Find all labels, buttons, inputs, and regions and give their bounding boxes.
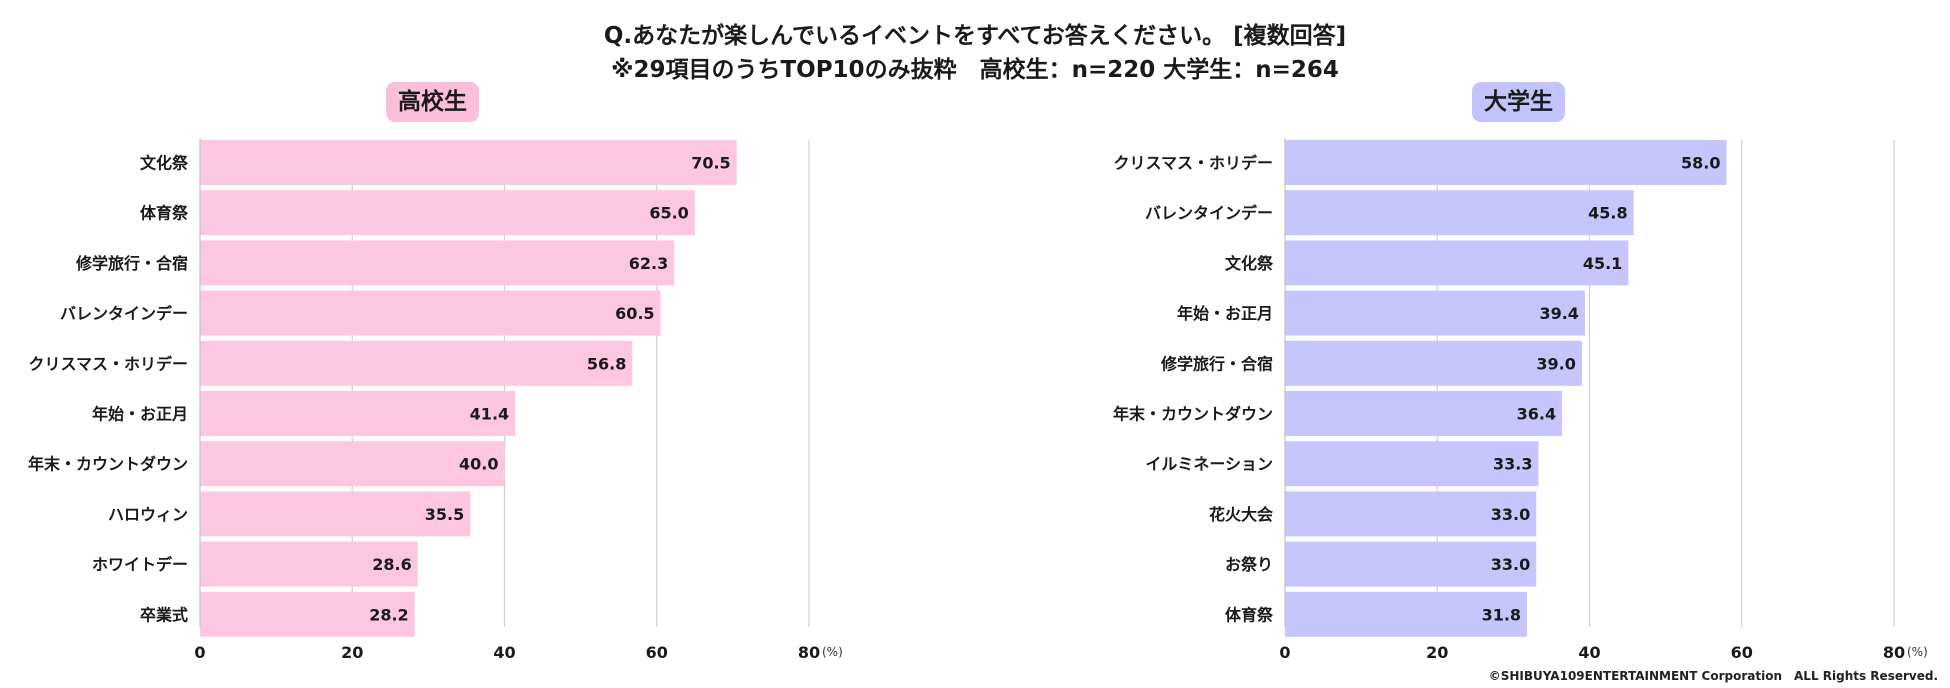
hs-data-label: 60.5	[615, 304, 654, 323]
univ-category-label: 体育祭	[1225, 605, 1274, 624]
univ-bar	[1285, 290, 1585, 336]
univ-category-label: 文化祭	[1225, 254, 1274, 273]
hs-bar	[200, 591, 415, 637]
hs-data-label: 28.2	[369, 605, 408, 624]
hs-data-label: 41.4	[470, 405, 509, 424]
univ-unit-label: (%)	[1907, 645, 1928, 659]
univ-category-label: 年末・カウントダウン	[1113, 405, 1273, 424]
hs-category-label: ハロウィン	[108, 505, 188, 524]
univ-bar	[1285, 391, 1563, 436]
panel-title-high-school: 高校生	[386, 82, 479, 122]
hs-data-label: 40.0	[459, 455, 498, 474]
univ-category-label: お祭り	[1225, 555, 1273, 574]
univ-tick-label: 80	[1883, 643, 1905, 662]
univ-tick-label: 60	[1731, 643, 1753, 662]
hs-bar	[200, 391, 516, 436]
univ-bar	[1285, 541, 1537, 587]
univ-data-label: 31.8	[1482, 605, 1521, 624]
panel-title-university: 大学生	[1472, 82, 1565, 122]
hs-category-label: 文化祭	[140, 154, 189, 173]
chart-title: Q.あなたが楽しんでいるイベントをすべてお答えください。 [複数回答]	[603, 23, 1347, 49]
univ-bar	[1285, 441, 1539, 487]
hs-bar	[200, 491, 471, 537]
univ-bar	[1285, 340, 1582, 386]
hs-category-label: 修学旅行・合宿	[75, 254, 188, 273]
hs-tick-label: 0	[194, 643, 205, 662]
univ-data-label: 33.0	[1491, 505, 1530, 524]
univ-data-label: 33.3	[1493, 455, 1532, 474]
chart-subtitle: ※29項目のうちTOP10のみ抜粋 高校生：n=220 大学生：n=264	[611, 57, 1339, 83]
univ-category-label: 修学旅行・合宿	[1160, 354, 1273, 373]
hs-bar	[200, 190, 695, 236]
hs-tick-label: 20	[341, 643, 363, 662]
hs-category-label: クリスマス・ホリデー	[28, 354, 188, 373]
hs-data-label: 70.5	[691, 154, 730, 173]
univ-category-label: 年始・お正月	[1177, 304, 1273, 323]
univ-data-label: 45.1	[1583, 254, 1622, 273]
hs-tick-label: 80	[798, 643, 820, 662]
univ-category-label: 花火大会	[1209, 505, 1273, 524]
univ-data-label: 36.4	[1517, 405, 1556, 424]
hs-category-label: 年始・お正月	[92, 405, 188, 424]
hs-category-label: 体育祭	[140, 204, 189, 223]
hs-data-label: 28.6	[372, 555, 411, 574]
hs-data-label: 65.0	[649, 204, 688, 223]
hs-tick-label: 60	[646, 643, 668, 662]
univ-category-label: バレンタインデー	[1145, 204, 1273, 223]
hs-bar	[200, 240, 675, 286]
univ-category-label: クリスマス・ホリデー	[1113, 154, 1273, 173]
hs-data-label: 35.5	[425, 505, 464, 524]
hs-category-label: ホワイトデー	[92, 555, 188, 574]
univ-bar	[1285, 240, 1629, 286]
univ-data-label: 39.4	[1539, 304, 1578, 323]
univ-category-label: イルミネーション	[1145, 455, 1273, 474]
hs-category-label: 卒業式	[140, 605, 188, 624]
hs-bar	[200, 340, 633, 386]
hs-data-label: 62.3	[629, 254, 668, 273]
univ-data-label: 39.0	[1536, 354, 1575, 373]
univ-bar	[1285, 491, 1537, 537]
univ-tick-label: 0	[1279, 643, 1290, 662]
univ-tick-label: 20	[1426, 643, 1448, 662]
hs-bar	[200, 290, 661, 336]
hs-category-label: 年末・カウントダウン	[28, 455, 188, 474]
univ-bar	[1285, 140, 1727, 185]
univ-bar	[1285, 190, 1634, 236]
univ-data-label: 33.0	[1491, 555, 1530, 574]
univ-data-label: 58.0	[1681, 154, 1720, 173]
hs-data-label: 56.8	[587, 354, 626, 373]
copyright-credit: ©SHIBUYA109ENTERTAINMENT Corporation ALL…	[1488, 669, 1938, 683]
univ-tick-label: 40	[1578, 643, 1600, 662]
hs-unit-label: (%)	[822, 645, 843, 659]
hs-bar	[200, 441, 505, 487]
hs-tick-label: 40	[493, 643, 515, 662]
hs-bar	[200, 541, 418, 587]
univ-data-label: 45.8	[1588, 204, 1627, 223]
univ-bar	[1285, 591, 1528, 637]
hs-category-label: バレンタインデー	[60, 304, 188, 323]
hs-bar	[200, 140, 737, 185]
